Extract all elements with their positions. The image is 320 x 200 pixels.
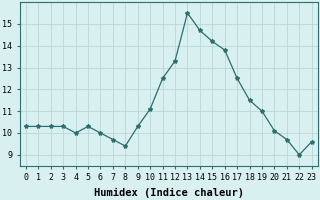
X-axis label: Humidex (Indice chaleur): Humidex (Indice chaleur) xyxy=(94,188,244,198)
